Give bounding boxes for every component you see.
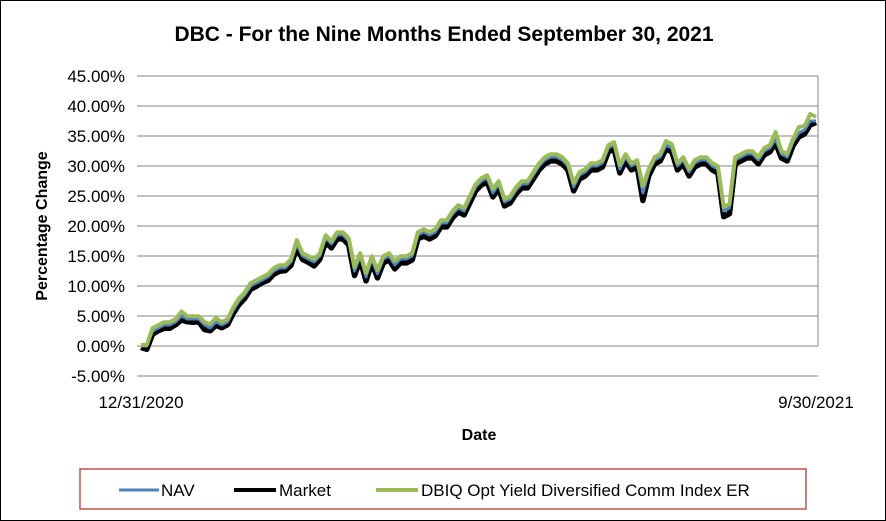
series-lines [140,112,818,353]
legend-label-nav: NAV [161,481,195,500]
y-tick-label: 35.00% [67,127,125,146]
legend: NAV Market DBIQ Opt Yield Diversified Co… [79,468,807,510]
y-tick-label: 5.00% [77,307,125,326]
y-tick-label: 25.00% [67,187,125,206]
y-tick-label: 0.00% [77,337,125,356]
y-tick-label: -5.00% [71,367,125,386]
y-axis-title: Percentage Change [34,151,51,300]
legend-box [79,468,807,510]
y-tick-label: 10.00% [67,277,125,296]
y-tick-label: 30.00% [67,157,125,176]
legend-label-index: DBIQ Opt Yield Diversified Comm Index ER [421,481,750,500]
series-line-market [140,119,818,353]
x-axis-title: Date [462,427,497,444]
y-tick-label: 15.00% [67,247,125,266]
gridlines [137,75,818,377]
x-tick-label-end: 9/30/2021 [778,393,854,412]
y-tick-label: 20.00% [67,217,125,236]
x-tick-labels: 12/31/2020 9/30/2021 [98,393,853,412]
y-tick-label: 40.00% [67,97,125,116]
legend-label-market: Market [279,481,331,500]
series-line-nav [141,119,816,348]
y-tick-labels: 45.00% 40.00% 35.00% 30.00% 25.00% 20.00% 15.0… [67,67,125,386]
series-line-dbiq-opt-yield-diversified-comm-index-er [141,112,817,347]
x-tick-label-start: 12/31/2020 [98,393,183,412]
chart-title: DBC - For the Nine Months Ended Septembe… [174,23,713,46]
y-tick-label: 45.00% [67,67,125,86]
